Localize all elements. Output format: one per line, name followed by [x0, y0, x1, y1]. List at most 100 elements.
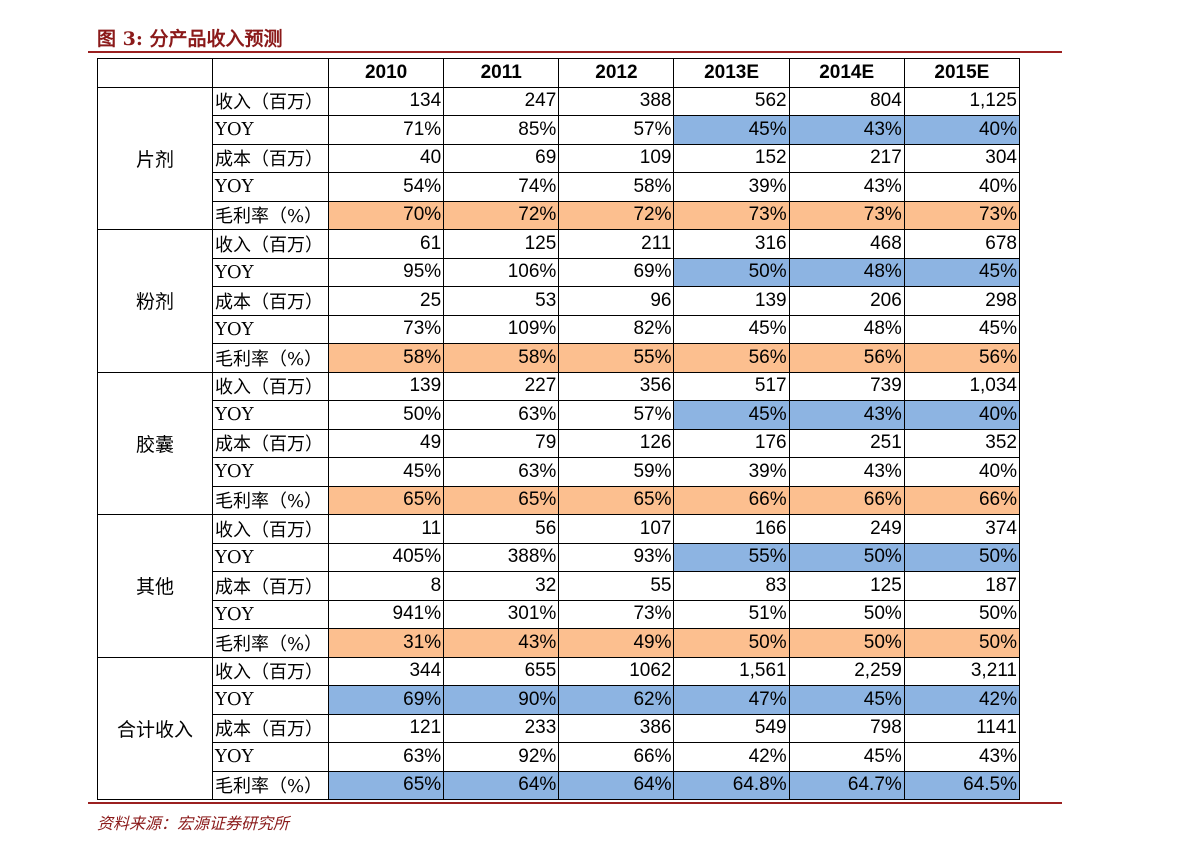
value-cell: 43%	[788, 172, 905, 202]
value-cell: 45%	[673, 115, 790, 145]
value-cell: 55%	[558, 343, 675, 373]
value-cell: 47%	[673, 685, 790, 715]
data-row: 其他 收入（百万） 11 56 107 166 249 374	[97, 514, 1021, 658]
value-cell: 43%	[443, 628, 560, 658]
row-label: YOY	[212, 172, 329, 202]
value-cell: 57%	[558, 400, 675, 430]
value-cell: 48%	[788, 314, 905, 344]
row-label: YOY	[212, 115, 329, 145]
row-label: 收入（百万）	[212, 229, 329, 259]
value-cell: 42%	[903, 685, 1021, 715]
data-row: 成本（百万） 8 32 55 83 125 187	[98, 571, 1021, 601]
value-cell: 59%	[558, 457, 675, 487]
value-cell: 139	[327, 371, 445, 401]
value-cell: 56	[443, 514, 560, 544]
data-row: YOY 73% 109% 82% 45% 48% 45%	[98, 314, 1021, 344]
value-cell: 941%	[327, 599, 445, 629]
value-cell: 71%	[327, 115, 445, 145]
data-row: 合计收入 收入（百万） 344 655 1062 1,561 2,259 3,211	[97, 656, 1021, 800]
value-cell: 40%	[903, 115, 1021, 145]
value-cell: 125	[443, 229, 560, 259]
data-row: YOY 95% 106% 69% 50% 48% 45%	[98, 257, 1021, 287]
value-cell: 32	[443, 571, 560, 601]
value-cell: 69%	[558, 257, 675, 287]
data-row: 成本（百万） 49 79 126 176 251 352	[98, 428, 1021, 458]
value-cell: 73%	[558, 599, 675, 629]
value-cell: 562	[673, 86, 790, 116]
data-row: YOY 69% 90% 62% 47% 45% 42%	[98, 685, 1021, 715]
value-cell: 31%	[327, 628, 445, 658]
value-cell: 107	[558, 514, 675, 544]
value-cell: 211	[558, 229, 675, 259]
row-label: 毛利率（%）	[212, 343, 329, 373]
value-cell: 301%	[443, 599, 560, 629]
column-header: 2012	[558, 58, 675, 88]
value-cell: 90%	[443, 685, 560, 715]
value-cell: 25	[327, 286, 445, 316]
value-cell: 2,259	[788, 656, 905, 686]
row-label: 收入（百万）	[212, 656, 329, 686]
value-cell: 55	[558, 571, 675, 601]
value-cell: 43%	[788, 400, 905, 430]
row-label: YOY	[212, 599, 329, 629]
value-cell: 233	[443, 713, 560, 743]
value-cell: 64%	[558, 770, 675, 800]
value-cell: 66%	[788, 485, 905, 515]
value-cell: 72%	[558, 200, 675, 230]
value-cell: 63%	[327, 742, 445, 772]
value-cell: 66%	[903, 485, 1021, 515]
value-cell: 139	[673, 286, 790, 316]
value-cell: 388	[558, 86, 675, 116]
value-cell: 56%	[903, 343, 1021, 373]
value-cell: 3,211	[903, 656, 1021, 686]
value-cell: 63%	[443, 400, 560, 430]
data-row: YOY 63% 92% 66% 42% 45% 43%	[98, 742, 1021, 772]
value-cell: 217	[788, 143, 905, 173]
row-label: YOY	[212, 314, 329, 344]
value-cell: 64%	[443, 770, 560, 800]
value-cell: 82%	[558, 314, 675, 344]
row-label: 成本（百万）	[212, 713, 329, 743]
column-header: 2014E	[788, 58, 905, 88]
value-cell: 50%	[673, 628, 790, 658]
value-cell: 1,561	[673, 656, 790, 686]
group-name: 合计收入	[97, 656, 213, 800]
data-row: 毛利率（%） 58% 58% 55% 56% 56% 56%	[98, 343, 1021, 373]
forecast-table: 2010 2011 2012 2013E 2014E 2015E 片剂 收入（百万） 134 24…	[97, 58, 1021, 800]
value-cell: 1062	[558, 656, 675, 686]
value-cell: 126	[558, 428, 675, 458]
value-cell: 72%	[443, 200, 560, 230]
header-row: 2010 2011 2012 2013E 2014E 2015E	[97, 58, 1021, 88]
value-cell: 109%	[443, 314, 560, 344]
row-label: 毛利率（%）	[212, 628, 329, 658]
value-cell: 64.7%	[788, 770, 905, 800]
value-cell: 70%	[327, 200, 445, 230]
value-cell: 48%	[788, 257, 905, 287]
value-cell: 93%	[558, 542, 675, 572]
row-label: 成本（百万）	[212, 143, 329, 173]
value-cell: 40%	[903, 457, 1021, 487]
value-cell: 69	[443, 143, 560, 173]
value-cell: 40	[327, 143, 445, 173]
value-cell: 405%	[327, 542, 445, 572]
row-label: 成本（百万）	[212, 571, 329, 601]
value-cell: 50%	[673, 257, 790, 287]
value-cell: 50%	[788, 628, 905, 658]
value-cell: 50%	[327, 400, 445, 430]
value-cell: 352	[903, 428, 1021, 458]
value-cell: 63%	[443, 457, 560, 487]
value-cell: 206	[788, 286, 905, 316]
value-cell: 517	[673, 371, 790, 401]
value-cell: 49%	[558, 628, 675, 658]
value-cell: 58%	[327, 343, 445, 373]
value-cell: 227	[443, 371, 560, 401]
top-rule	[88, 51, 1062, 53]
value-cell: 64.8%	[673, 770, 790, 800]
row-label: YOY	[212, 542, 329, 572]
value-cell: 166	[673, 514, 790, 544]
row-label: 成本（百万）	[212, 428, 329, 458]
value-cell: 57%	[558, 115, 675, 145]
value-cell: 61	[327, 229, 445, 259]
value-cell: 468	[788, 229, 905, 259]
value-cell: 134	[327, 86, 445, 116]
